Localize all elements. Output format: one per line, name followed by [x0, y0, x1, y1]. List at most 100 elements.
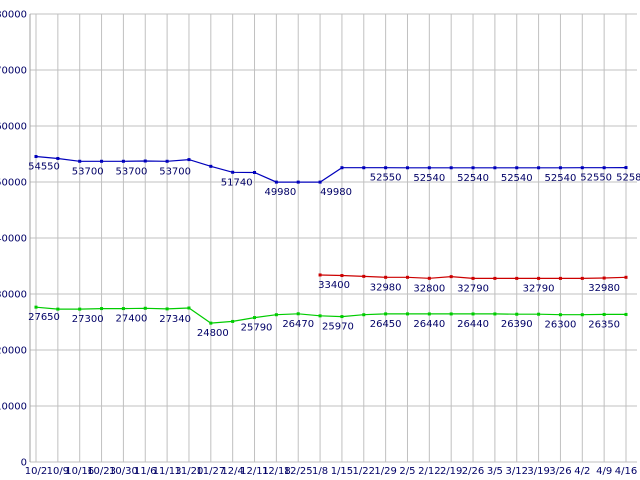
point-value-label: 25790	[241, 323, 273, 334]
series-green-marker	[449, 312, 453, 316]
series-blue-marker	[143, 159, 147, 163]
series-blue-marker	[165, 159, 169, 163]
point-value-label: 24800	[197, 328, 229, 339]
y-axis-tick-label: 40000	[0, 234, 27, 245]
x-axis-tick-label: 1/8	[312, 466, 328, 477]
series-blue-marker	[318, 180, 322, 184]
series-blue-line	[35, 155, 627, 183]
series-blue-marker	[580, 166, 584, 170]
y-axis-tick-label: 60000	[0, 122, 27, 133]
series-red-marker	[624, 275, 628, 279]
series-green-marker	[318, 314, 322, 318]
point-value-label: 27340	[159, 314, 191, 325]
x-axis-tick-label: 1/22	[353, 466, 375, 477]
x-axis-tick-label: 3/26	[549, 466, 571, 477]
series-blue-marker	[209, 164, 213, 168]
point-value-label: 54550	[28, 162, 60, 173]
x-axis-tick-label: 3/5	[487, 466, 503, 477]
series-red-marker	[449, 275, 453, 279]
point-value-label: 27650	[28, 312, 60, 323]
series-blue-marker	[515, 166, 519, 170]
series-green-marker	[471, 312, 475, 316]
point-value-label: 33400	[318, 280, 350, 291]
series-red-marker	[515, 276, 519, 280]
x-axis-tick-label: 4/9	[596, 466, 612, 477]
point-value-label: 26450	[370, 319, 402, 330]
series-blue-marker	[121, 159, 125, 163]
y-axis-tick-label: 10000	[0, 402, 27, 413]
x-axis-tick-label: 1/29	[374, 466, 396, 477]
series-green-marker	[274, 313, 278, 317]
x-axis-tick-label: 10/23	[87, 466, 116, 477]
series-red-marker	[362, 274, 366, 278]
series-green-marker	[340, 315, 344, 319]
series-green-marker	[34, 305, 38, 309]
point-value-label: 52540	[413, 173, 445, 184]
series-green-marker	[231, 319, 235, 323]
series-green-marker	[143, 306, 147, 310]
series-red-marker	[471, 276, 475, 280]
series-green-marker	[405, 312, 409, 316]
x-axis-tick-label: 10/9	[47, 466, 69, 477]
x-axis-tick-label: 10/16	[65, 466, 94, 477]
point-value-label: 53700	[159, 166, 191, 177]
point-value-label: 52540	[457, 173, 489, 184]
x-axis-tick-label: 12/25	[284, 466, 313, 477]
series-green-marker	[253, 316, 257, 320]
series-green-marker	[209, 321, 213, 325]
x-axis-tick-label: 2/26	[462, 466, 484, 477]
series-green-marker	[78, 307, 82, 311]
series-blue-marker	[493, 166, 497, 170]
series-blue-marker	[296, 180, 300, 184]
series-green-marker	[493, 312, 497, 316]
y-axis-tick-label: 70000	[0, 66, 27, 77]
x-axis-tick-label: 2/19	[440, 466, 462, 477]
series-blue-marker	[602, 166, 606, 170]
series-blue-marker	[405, 166, 409, 170]
point-value-label: 32800	[413, 283, 445, 294]
series-blue-marker	[56, 156, 60, 160]
series-green-marker	[165, 307, 169, 311]
point-value-label: 52540	[545, 173, 577, 184]
x-axis-tick-label: 2/12	[418, 466, 440, 477]
series-green-marker	[56, 307, 60, 311]
point-value-label: 27300	[72, 314, 104, 325]
point-value-label: 52540	[501, 173, 533, 184]
series-red-marker	[580, 276, 584, 280]
series-blue-marker	[231, 170, 235, 174]
series-blue-marker	[624, 166, 628, 170]
x-axis-tick-label: 11/6	[134, 466, 156, 477]
series-green-marker	[100, 307, 104, 311]
series-red-marker	[493, 276, 497, 280]
series-green-marker	[427, 312, 431, 316]
series-green-marker	[558, 313, 562, 317]
point-value-label: 49980	[264, 187, 296, 198]
x-axis-tick-label: 11/20	[175, 466, 204, 477]
series-green-marker	[296, 312, 300, 316]
series-blue-marker	[100, 159, 104, 163]
x-axis-tick-label: 4/2	[574, 466, 590, 477]
series-blue-marker	[449, 166, 453, 170]
point-value-label: 26390	[501, 319, 533, 330]
point-value-label: 25970	[322, 322, 354, 333]
point-value-label: 26300	[545, 320, 577, 331]
x-axis-tick-label: 3/12	[506, 466, 528, 477]
series-green-marker	[537, 312, 541, 316]
series-blue-marker	[427, 166, 431, 170]
series-red-marker	[384, 275, 388, 279]
series-red-marker	[537, 276, 541, 280]
series-red-marker	[602, 276, 606, 280]
series-red-marker	[405, 275, 409, 279]
point-value-label: 53700	[116, 166, 148, 177]
x-axis-tick-label: 10/2	[25, 466, 47, 477]
series-blue-marker	[340, 166, 344, 170]
series-red-marker	[427, 276, 431, 280]
series-blue-marker	[78, 159, 82, 163]
series-blue-marker	[471, 166, 475, 170]
series-blue-marker	[34, 155, 38, 159]
y-axis-tick-label: 30000	[0, 290, 27, 301]
point-value-label: 26470	[282, 319, 314, 330]
point-value-label: 32980	[370, 282, 402, 293]
